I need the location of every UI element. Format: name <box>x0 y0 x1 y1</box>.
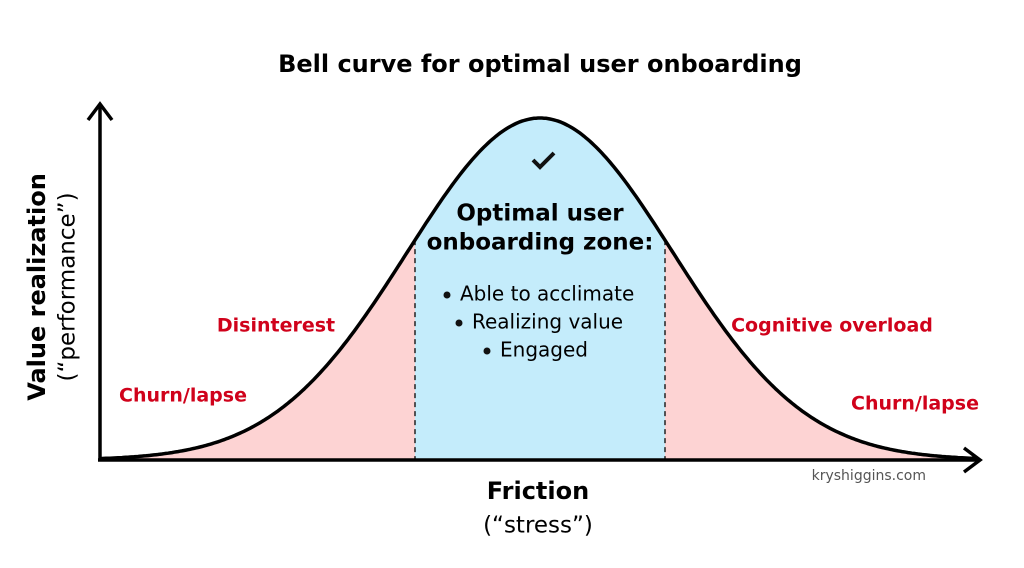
title: Bell curve for optimal user onboarding <box>278 50 802 78</box>
x-axis-label: Friction <box>487 477 589 505</box>
bullet <box>483 347 491 355</box>
optimal-region <box>415 118 665 460</box>
bullet <box>455 319 463 327</box>
x-axis-arrow <box>962 446 983 474</box>
region-label: Cognitive overload <box>731 315 933 337</box>
x-axis-sublabel: (“stress”) <box>483 513 593 539</box>
zone-item: Engaged <box>500 338 588 362</box>
y-axis-sublabel: (“performance”) <box>55 192 81 381</box>
region-label: Churn/lapse <box>119 385 247 407</box>
zone-title: Optimal user <box>456 201 624 227</box>
zone-item: Able to acclimate <box>460 282 634 306</box>
region-label: Churn/lapse <box>851 393 979 415</box>
y-axis-label: Value realization <box>23 173 51 401</box>
zone-item: Realizing value <box>472 310 623 334</box>
zone-title: onboarding zone: <box>427 230 654 256</box>
checkmark <box>531 151 556 170</box>
y-axis-arrow <box>86 101 114 122</box>
region-label: Disinterest <box>217 315 335 337</box>
bell-curve <box>99 116 977 461</box>
credit: kryshiggins.com <box>812 468 926 484</box>
bullet <box>443 291 451 299</box>
